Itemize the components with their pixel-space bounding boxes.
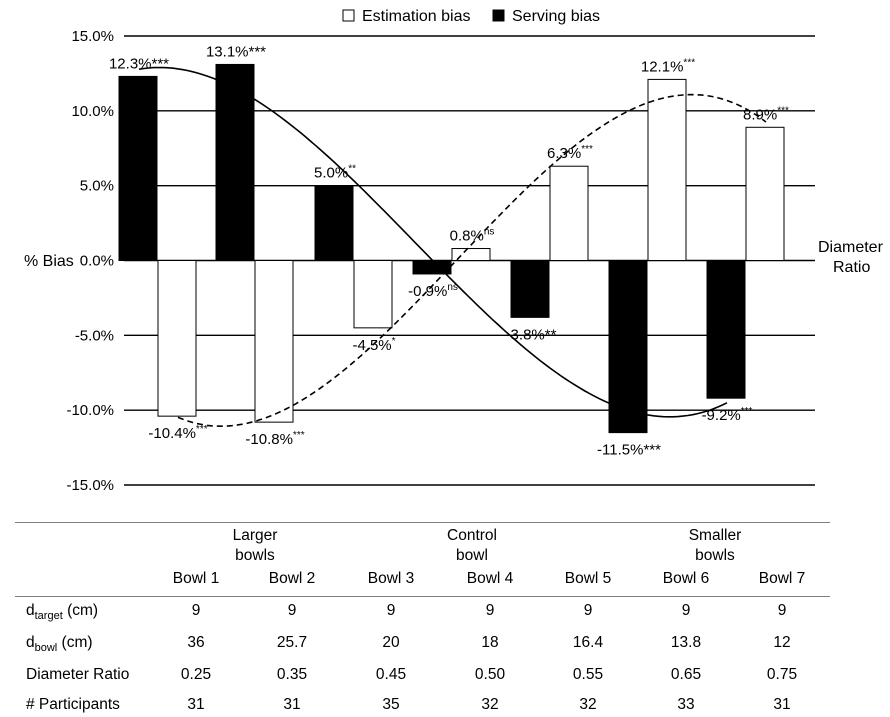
estimation-bias-label: 0.8%ns bbox=[450, 227, 495, 245]
table-cell: 32 bbox=[481, 696, 499, 713]
y-tick-label: -10.0% bbox=[66, 402, 114, 419]
table-cell: 35 bbox=[382, 696, 400, 713]
legend-estimation-label: Estimation bias bbox=[362, 8, 471, 25]
table-group-header: Control bowl bbox=[412, 526, 532, 566]
table-cell: 9 bbox=[386, 602, 396, 619]
bar-estimation-bias bbox=[157, 260, 197, 417]
table-cell: 0.55 bbox=[572, 666, 604, 683]
table-cell: 36 bbox=[187, 634, 205, 651]
table-cell: 20 bbox=[382, 634, 400, 651]
group-line1: Larger bbox=[232, 527, 278, 544]
table-cell: 0.75 bbox=[766, 666, 798, 683]
table-column-header: Bowl 6 bbox=[662, 570, 710, 587]
table-cell: 31 bbox=[283, 696, 301, 713]
trendlines bbox=[138, 66, 767, 428]
serving-bias-label: -3.8%** bbox=[506, 326, 557, 343]
table-cell: 9 bbox=[583, 602, 593, 619]
group-line1: Control bbox=[447, 527, 497, 544]
serving-bias-label: 12.3%*** bbox=[109, 55, 169, 72]
bars bbox=[118, 63, 785, 434]
estimation-bias-label: 6.3%*** bbox=[547, 144, 593, 162]
estimation-bias-label: -4.5%* bbox=[352, 336, 395, 354]
legend-serving-swatch bbox=[492, 9, 505, 22]
bar-serving-bias bbox=[314, 185, 354, 262]
bar-labels: 12.3%*** -10.4%*** 13.1%*** -10.8%*** 5.0%**… bbox=[109, 43, 789, 458]
group-line2: bowls bbox=[695, 547, 735, 564]
table-cell: 9 bbox=[485, 602, 495, 619]
group-line2: bowls bbox=[235, 547, 275, 564]
table-cell: 0.35 bbox=[276, 666, 308, 683]
serving-bias-label: -0.9%ns bbox=[408, 282, 458, 300]
bar-serving-bias bbox=[608, 260, 648, 434]
group-line2: bowl bbox=[456, 547, 488, 564]
table-row-label: dtarget (cm) bbox=[26, 602, 99, 623]
y-tick-label: 15.0% bbox=[71, 28, 114, 45]
serving-bias-label: -11.5%*** bbox=[597, 442, 661, 459]
legend: Estimation bias Serving bias bbox=[342, 8, 600, 25]
legend-serving-label: Serving bias bbox=[512, 8, 600, 25]
table-cell: 33 bbox=[677, 696, 695, 713]
table-column-header: Bowl 4 bbox=[466, 570, 514, 587]
estimation-bias-label: -10.4%*** bbox=[148, 424, 207, 442]
serving-bias-label: 5.0%** bbox=[314, 164, 356, 182]
y-tick-label: 0.0% bbox=[80, 253, 114, 270]
table-cell: 9 bbox=[287, 602, 297, 619]
trend-serving-bias bbox=[138, 66, 728, 418]
table-cell: 25.7 bbox=[276, 634, 308, 651]
serving-bias-label: 13.1%*** bbox=[206, 43, 266, 60]
y-tick-label: 10.0% bbox=[71, 103, 114, 120]
bar-estimation-bias bbox=[254, 260, 294, 423]
table-cell: 9 bbox=[777, 602, 787, 619]
estimation-bias-label: -10.8%*** bbox=[245, 430, 304, 448]
y-axis-label: % Bias bbox=[24, 253, 74, 270]
table-column-header: Bowl 7 bbox=[758, 570, 806, 587]
bar-serving-bias bbox=[510, 260, 550, 318]
table-cell: 9 bbox=[191, 602, 201, 619]
table-cell: 0.25 bbox=[180, 666, 212, 683]
table-cell: 0.45 bbox=[375, 666, 407, 683]
y-tick-labels: 15.0% 10.0% 5.0% 0.0% -5.0% -10.0% -15.0% bbox=[66, 28, 114, 494]
table-column-header: Bowl 5 bbox=[564, 570, 612, 587]
table-cell: 0.65 bbox=[670, 666, 702, 683]
table-cell: 13.8 bbox=[670, 634, 702, 651]
table-top-rule bbox=[15, 522, 830, 523]
table-row-label: Diameter Ratio bbox=[26, 666, 130, 683]
table-group-header: Larger bowls bbox=[195, 526, 315, 566]
table-group-header: Smaller bowls bbox=[655, 526, 775, 566]
y-tick-label: 5.0% bbox=[80, 178, 114, 195]
legend-estimation-swatch bbox=[342, 9, 355, 22]
group-line1: Smaller bbox=[688, 527, 742, 544]
bar-estimation-bias bbox=[745, 126, 785, 262]
table-cell: 12 bbox=[773, 634, 791, 651]
table-cell: 16.4 bbox=[572, 634, 604, 651]
bar-estimation-bias bbox=[353, 260, 393, 329]
bar-estimation-bias bbox=[451, 248, 491, 262]
table-column-header: Bowl 1 bbox=[172, 570, 220, 587]
serving-bias-label: -9.2%*** bbox=[702, 406, 753, 424]
trend-estimation-bias bbox=[177, 93, 767, 428]
estimation-bias-label: 12.1%*** bbox=[641, 57, 695, 75]
bar-serving-bias bbox=[118, 75, 158, 261]
bar-serving-bias bbox=[706, 260, 746, 399]
x-axis-label-line1: Diameter bbox=[818, 239, 884, 256]
table-cell: 32 bbox=[579, 696, 597, 713]
table-header-rule bbox=[15, 596, 830, 597]
table-row-label: dbowl (cm) bbox=[26, 634, 93, 655]
table-cell: 18 bbox=[481, 634, 499, 651]
table-cell: 31 bbox=[773, 696, 791, 713]
bar-serving-bias bbox=[215, 63, 255, 262]
bar-estimation-bias bbox=[549, 165, 589, 262]
table-column-header: Bowl 3 bbox=[367, 570, 415, 587]
table-cell: 31 bbox=[187, 696, 205, 713]
estimation-bias-label: 8.9%*** bbox=[743, 105, 789, 123]
bar-estimation-bias bbox=[647, 78, 687, 261]
table-cell: 0.50 bbox=[474, 666, 506, 683]
table-cell: 9 bbox=[681, 602, 691, 619]
table-column-header: Bowl 2 bbox=[268, 570, 316, 587]
table-row-label: # Participants bbox=[26, 696, 120, 713]
x-axis-label-line2: Ratio bbox=[833, 259, 870, 276]
y-tick-label: -5.0% bbox=[75, 327, 114, 344]
bias-chart: 12.3%*** -10.4%*** 13.1%*** -10.8%*** 5.0%**… bbox=[24, 8, 884, 494]
y-tick-label: -15.0% bbox=[66, 477, 114, 494]
